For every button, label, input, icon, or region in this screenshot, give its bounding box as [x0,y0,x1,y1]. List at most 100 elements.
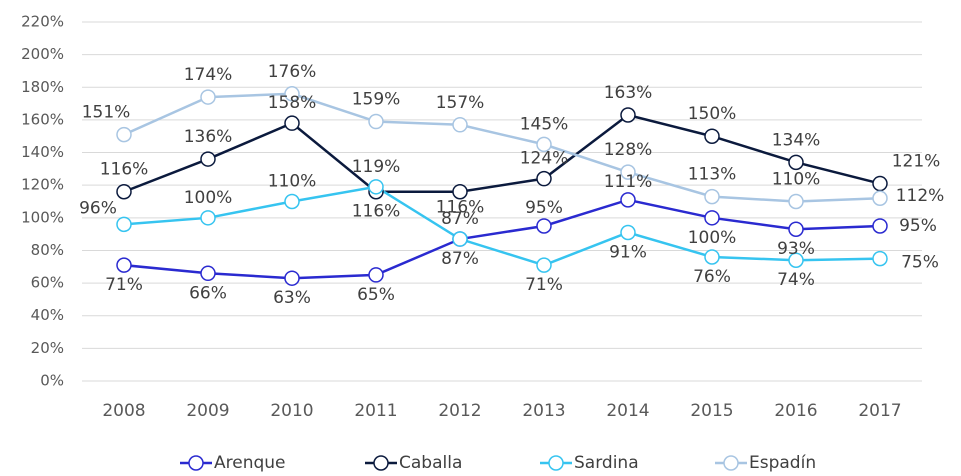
data-label: 87% [441,249,479,269]
data-label: 124% [520,149,569,169]
x-tick-label: 2017 [858,401,901,421]
x-tick-label: 2012 [438,401,481,421]
legend-marker [188,455,204,471]
data-label: 75% [901,253,939,273]
marker [284,193,300,210]
marker [536,218,552,234]
x-tick-label: 2015 [690,401,733,421]
y-tick-label: 100% [21,208,64,226]
data-label: 119% [352,157,401,177]
x-tick-label: 2008 [102,401,145,421]
legend-marker [373,455,389,471]
y-tick-label: 220% [21,13,64,31]
marker [788,193,804,210]
marker [200,89,216,105]
marker [620,107,636,123]
legend-label: Arenque [214,453,286,473]
marker [872,250,888,267]
series-line [123,92,881,203]
data-label: 100% [184,188,233,208]
x-tick-label: 2010 [270,401,313,421]
y-tick-label: 160% [21,110,64,128]
y-tick-label: 140% [21,143,64,161]
data-label: 112% [896,186,945,206]
x-tick-label: 2016 [774,401,817,421]
data-label: 116% [352,202,401,222]
data-label: 96% [79,198,117,218]
marker [620,224,636,241]
marker [788,154,804,171]
marker [704,249,720,265]
y-tick-label: 200% [21,45,64,63]
marker [452,231,468,247]
data-label: 113% [688,165,737,185]
y-tick-label: 80% [31,241,64,259]
data-label: 71% [525,275,563,295]
data-label: 116% [436,198,485,218]
data-label: 74% [777,270,815,290]
data-label: 151% [82,103,131,123]
marker [368,179,384,195]
data-label: 63% [273,288,311,308]
data-label: 128% [604,140,653,160]
marker [620,192,636,208]
legend-label: Caballa [399,453,462,473]
x-tick-label: 2014 [606,401,649,421]
marker [536,257,552,273]
data-label: 163% [604,83,653,103]
marker [116,216,132,233]
data-label: 116% [100,160,149,180]
y-tick-label: 120% [21,176,64,194]
series-line [123,198,881,280]
data-label: 95% [525,198,563,218]
marker [284,270,300,286]
legend-label: Sardina [574,453,639,473]
data-label: 150% [688,104,737,124]
marker [452,183,468,200]
data-label: 91% [609,243,647,263]
data-label: 176% [268,62,317,82]
data-label: 134% [772,130,821,150]
marker [788,252,804,268]
marker [704,128,720,144]
marker [872,175,888,192]
data-label: 65% [357,285,395,305]
marker [284,86,300,102]
marker [788,221,804,237]
x-tick-label: 2013 [522,401,565,421]
marker [620,164,636,180]
marker [452,117,468,133]
marker [704,210,720,226]
data-label: 136% [184,127,233,147]
series-line [123,113,881,193]
marker [872,218,888,234]
series-line [123,185,881,267]
data-label: 159% [352,90,401,110]
marker [368,267,384,283]
y-tick-label: 20% [31,339,64,357]
data-label: 95% [899,216,937,236]
data-label: 110% [772,170,821,190]
data-label: 158% [268,93,317,113]
data-label: 93% [777,239,815,259]
marker [536,170,552,187]
marker [368,113,384,130]
marker [200,265,216,282]
y-tick-label: 0% [40,372,64,390]
marker [704,188,720,205]
x-tick-label: 2009 [186,401,229,421]
data-label: 87% [441,209,479,229]
y-tick-label: 60% [31,274,64,292]
marker [116,183,132,200]
legend-marker [548,455,564,471]
data-label: 145% [520,114,569,134]
data-label: 71% [105,275,143,295]
data-label: 110% [268,172,317,192]
marker [116,126,132,143]
marker [200,210,216,226]
marker [284,115,300,131]
data-label: 66% [189,283,227,303]
y-tick-label: 180% [21,78,64,96]
data-label: 100% [688,228,737,248]
